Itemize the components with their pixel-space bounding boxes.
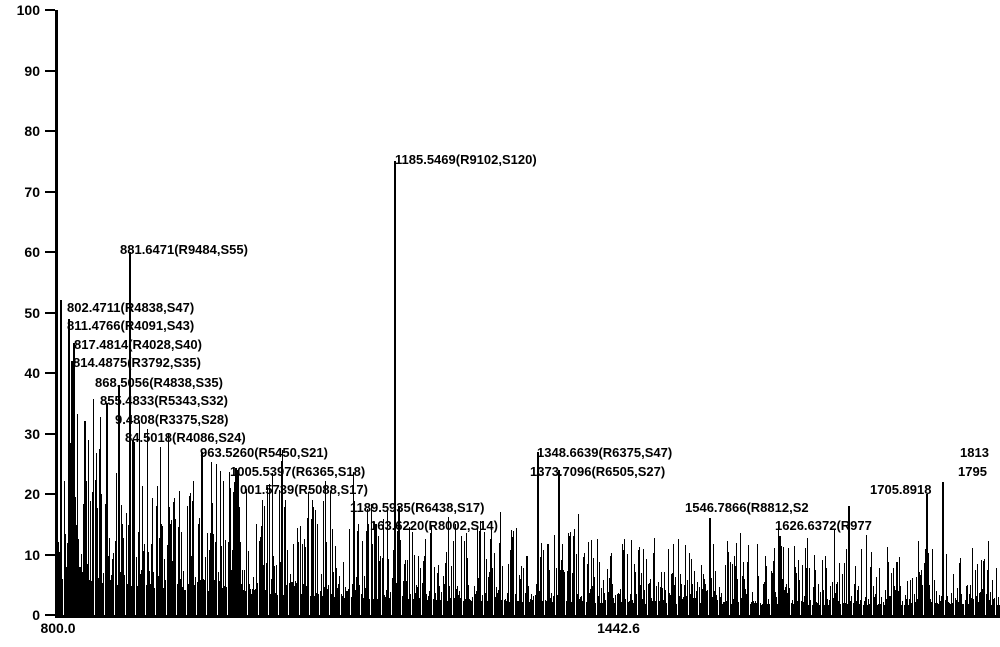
y-tick-label: 70 <box>24 184 40 200</box>
y-tick-label: 0 <box>32 607 40 623</box>
y-tick-mark <box>45 614 55 616</box>
y-axis: 0102030405060708090100 <box>0 0 55 615</box>
y-tick-mark <box>45 372 55 374</box>
peak-label: 817.4814(R4028,S40) <box>74 337 202 352</box>
noise-peak <box>866 535 867 615</box>
y-tick-label: 100 <box>17 2 40 18</box>
y-tick-label: 30 <box>24 426 40 442</box>
y-tick-label: 60 <box>24 244 40 260</box>
x-tick-label: 800.0 <box>40 620 75 636</box>
peak-label: 868.5056(R4838,S35) <box>95 375 223 390</box>
y-tick-label: 20 <box>24 486 40 502</box>
peak-label: 1189.5935(R6438,S17) <box>350 500 484 515</box>
peak-label: 811.4766(R4091,S43) <box>67 318 194 333</box>
peak-label: 802.4711(R4838,S47) <box>67 300 194 315</box>
peak-label: 1813 <box>960 445 989 460</box>
peak-label: 1626.6372(R977 <box>775 518 872 533</box>
peak-label: 1373.7096(R6505,S27) <box>530 464 665 479</box>
annotated-peak <box>234 482 236 615</box>
annotated-peak <box>237 470 239 615</box>
peak-label: 001.5739(R5088,S17) <box>240 482 368 497</box>
y-tick-mark <box>45 70 55 72</box>
x-tick-label: 1442.6 <box>597 620 640 636</box>
annotated-peak <box>709 518 711 615</box>
y-tick-mark <box>45 433 55 435</box>
x-axis-line <box>55 615 1000 618</box>
peak-label: 855.4833(R5343,S32) <box>100 393 228 408</box>
annotated-peak <box>201 452 203 615</box>
y-tick-label: 40 <box>24 365 40 381</box>
annotated-peak <box>106 403 108 615</box>
peak-label: 814.4875(R3792,S35) <box>73 355 201 370</box>
y-tick-label: 80 <box>24 123 40 139</box>
peak-label: 1546.7866(R8812,S2 <box>685 500 809 515</box>
y-tick-mark <box>45 9 55 11</box>
peak-label: 163.6220(R8002,S14) <box>370 518 498 533</box>
peak-label: 1005.5397(R6365,S18) <box>230 464 365 479</box>
mass-spectrum-chart: 0 10 20 30 40 50 60 70 80 90 100 800.0 1442.6 802.47… <box>0 0 1000 647</box>
peak-label: 963.5260(R5450,S21) <box>200 445 328 460</box>
annotated-peak <box>73 343 75 615</box>
peak-label: 84.5018(R4086,S24) <box>125 430 246 445</box>
y-tick-label: 90 <box>24 63 40 79</box>
annotated-peak <box>779 536 781 615</box>
annotated-peak <box>132 440 134 615</box>
y-tick-label: 10 <box>24 547 40 563</box>
peak-label: 881.6471(R9484,S55) <box>120 242 248 257</box>
y-tick-label: 50 <box>24 305 40 321</box>
peak-label: 1185.5469(R9102,S120) <box>395 152 537 167</box>
peak-label: 1705.8918 <box>870 482 931 497</box>
peak-label: 1795 <box>958 464 987 479</box>
peak-label: 9.4808(R3375,S28) <box>115 412 228 427</box>
y-tick-mark <box>45 130 55 132</box>
annotated-peak <box>71 361 73 615</box>
peak-label: 1348.6639(R6375,S47) <box>537 445 672 460</box>
annotated-peak <box>375 524 377 615</box>
annotated-peak <box>60 300 62 615</box>
noise-peak <box>807 538 808 615</box>
y-tick-mark <box>45 312 55 314</box>
y-tick-mark <box>45 554 55 556</box>
y-tick-mark <box>45 251 55 253</box>
annotated-peak <box>84 421 86 615</box>
annotated-peak <box>558 470 560 615</box>
y-tick-mark <box>45 191 55 193</box>
annotated-peak <box>394 161 396 615</box>
annotated-peak <box>926 494 928 615</box>
annotated-peak <box>942 482 944 615</box>
y-tick-mark <box>45 493 55 495</box>
